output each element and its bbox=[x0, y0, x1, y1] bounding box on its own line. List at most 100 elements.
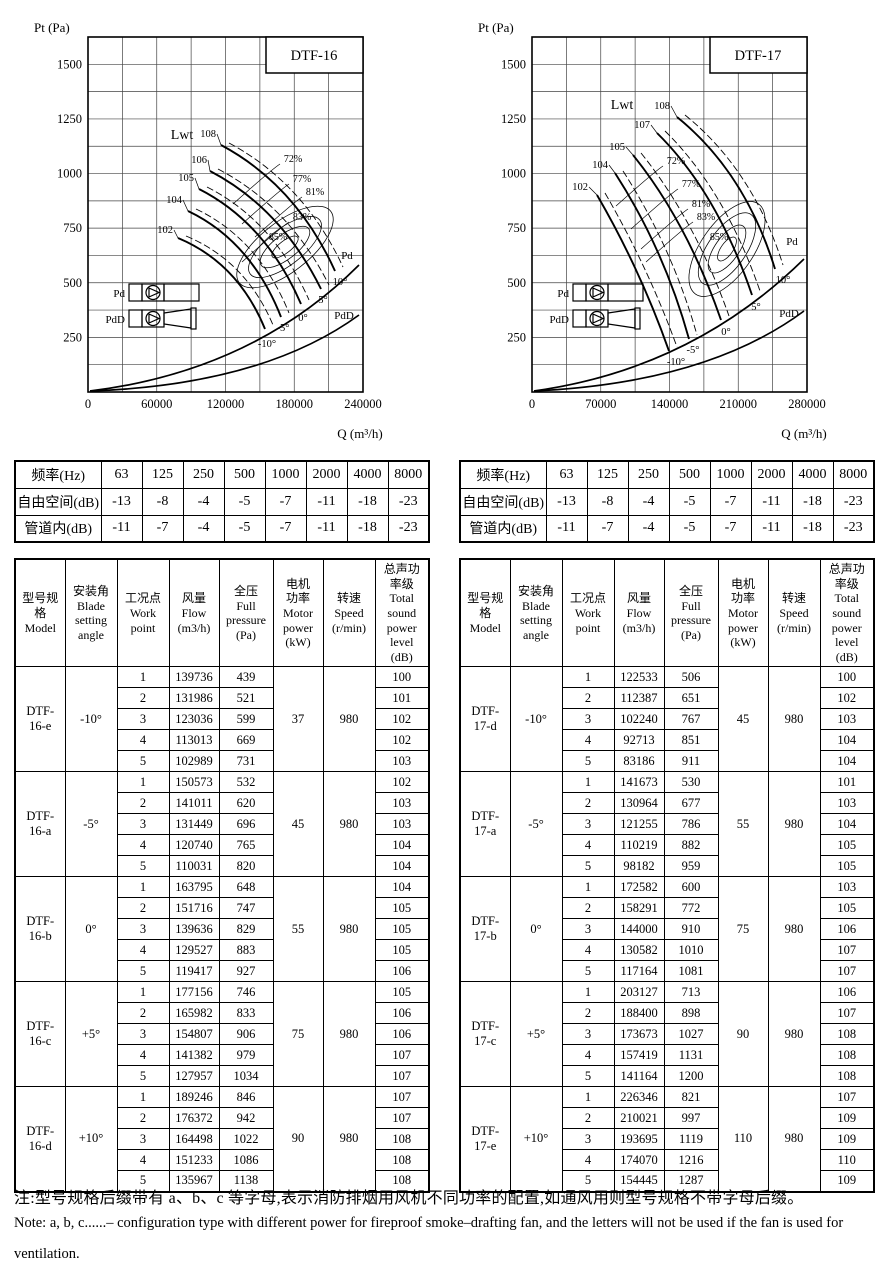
legend-pd-label: Pd bbox=[113, 288, 125, 300]
spec-data-row: 2 112387 651 102 bbox=[460, 687, 875, 710]
pressure-value: 829 bbox=[218, 918, 274, 941]
lwt-label-leader bbox=[182, 199, 189, 212]
fan-curve-chart-dtf-16: DTF-16 Pt (Pa) Q (m³/h) 1500 1250 1000 750 500 2… bbox=[34, 20, 383, 441]
work-point-value: 3 bbox=[561, 1023, 615, 1046]
model-value: DTF- 17-c bbox=[459, 981, 511, 1088]
flow-value: 177156 bbox=[168, 981, 220, 1004]
efficiency-label: 81% bbox=[692, 199, 710, 210]
pressure-value: 1119 bbox=[663, 1128, 719, 1151]
freq-value: 4000 bbox=[346, 460, 389, 489]
blade-angle-curve bbox=[596, 194, 670, 352]
efficiency-contour bbox=[236, 205, 334, 289]
x-tick-label: 210000 bbox=[720, 397, 758, 411]
noise-correction-value: -4 bbox=[182, 514, 225, 543]
work-point-value: 3 bbox=[561, 918, 615, 941]
model-value: DTF- 17-d bbox=[459, 666, 511, 773]
noise-correction-value: -23 bbox=[387, 487, 430, 516]
sound-power-value: 107 bbox=[819, 939, 875, 962]
spec-data-row: 2 131986 521 101 bbox=[15, 687, 430, 710]
pressure-value: 911 bbox=[663, 750, 719, 773]
freq-value: 8000 bbox=[387, 460, 430, 489]
freq-value: 125 bbox=[141, 460, 184, 489]
chart-grid bbox=[531, 36, 808, 393]
y-tick-label: 1500 bbox=[57, 57, 82, 71]
sound-power-value: 108 bbox=[819, 1023, 875, 1046]
noise-row-label: 管道内(dB) bbox=[459, 514, 547, 543]
sound-power-value: 109 bbox=[819, 1128, 875, 1151]
spec-data-row: 4 157419 1131 108 bbox=[460, 1044, 875, 1067]
pd-curve-label: Pd bbox=[786, 236, 798, 248]
model-value: DTF- 17-b bbox=[459, 876, 511, 983]
work-point-value: 1 bbox=[116, 876, 170, 899]
lwt-curve-label: 108 bbox=[200, 129, 216, 140]
blade-angle-label: 10° bbox=[776, 275, 791, 286]
flow-value: 122533 bbox=[613, 666, 665, 689]
freq-value: 500 bbox=[668, 460, 711, 489]
efficiency-leader-curve bbox=[254, 196, 303, 238]
lwt-label-leader bbox=[194, 177, 200, 190]
speed-value: 980 bbox=[322, 666, 376, 773]
freq-value: 4000 bbox=[791, 460, 834, 489]
work-point-value: 3 bbox=[116, 813, 170, 836]
blade-angle-curve bbox=[656, 132, 753, 296]
work-point-header: 工况点 Work point bbox=[116, 558, 170, 668]
pressure-value: 959 bbox=[663, 855, 719, 878]
work-point-value: 2 bbox=[116, 792, 170, 815]
efficiency-label: 85% bbox=[710, 232, 728, 243]
noise-row: 管道内(dB) -11 -7 -4 -5 -7 -11 -18 -23 bbox=[14, 514, 430, 543]
work-point-value: 4 bbox=[561, 729, 615, 752]
plot-frame bbox=[531, 36, 808, 393]
pdd-system-curve bbox=[533, 310, 805, 392]
blade-angle-value: +5° bbox=[509, 981, 563, 1088]
noise-correction-value: -18 bbox=[346, 487, 389, 516]
noise-row: 管道内(dB) -11 -7 -4 -5 -7 -11 -18 -23 bbox=[459, 514, 875, 543]
flow-value: 188400 bbox=[613, 1002, 665, 1025]
work-point-value: 2 bbox=[561, 1107, 615, 1130]
efficiency-label: 83% bbox=[697, 212, 715, 223]
sound-power-value: 104 bbox=[374, 876, 430, 899]
efficiency-contour bbox=[259, 225, 311, 269]
motor-power-value: 90 bbox=[272, 1086, 324, 1193]
spec-data-row: 2 130964 677 103 bbox=[460, 792, 875, 815]
flow-value: 127957 bbox=[168, 1065, 220, 1088]
sound-power-value: 107 bbox=[374, 1065, 430, 1088]
spec-data-row: 2 158291 772 105 bbox=[460, 897, 875, 920]
blade-angle-header: 安装角 Blade setting angle bbox=[509, 558, 563, 668]
note-english-line2: ventilation. bbox=[14, 1246, 80, 1262]
sound-power-value: 102 bbox=[819, 687, 875, 710]
work-point-value: 5 bbox=[116, 855, 170, 878]
pressure-value: 898 bbox=[663, 1002, 719, 1025]
pressure-value: 677 bbox=[663, 792, 719, 815]
sound-power-value: 105 bbox=[374, 918, 430, 941]
work-point-value: 5 bbox=[116, 1065, 170, 1088]
spec-data-row: 3 164498 1022 108 bbox=[15, 1128, 430, 1151]
pressure-value: 439 bbox=[218, 666, 274, 689]
flow-value: 176372 bbox=[168, 1107, 220, 1130]
spec-data-row: 3 123036 599 102 bbox=[15, 708, 430, 731]
spec-data-row: 2 141011 620 103 bbox=[15, 792, 430, 815]
speed-value: 980 bbox=[322, 1086, 376, 1193]
work-point-value: 5 bbox=[561, 1065, 615, 1088]
motor-power-header: 电机 功率 Motor power (kW) bbox=[717, 558, 769, 668]
efficiency-leader-curve bbox=[630, 188, 679, 230]
work-point-value: 4 bbox=[116, 834, 170, 857]
model-value: DTF- 16-b bbox=[14, 876, 66, 983]
noise-correction-value: -11 bbox=[545, 514, 588, 543]
flow-header: 风量 Flow (m3/h) bbox=[168, 558, 220, 668]
flow-value: 83186 bbox=[613, 750, 665, 773]
chart-title-box bbox=[265, 36, 364, 74]
spec-data-row: 2 210021 997 109 bbox=[460, 1107, 875, 1130]
flow-value: 112387 bbox=[613, 687, 665, 710]
spec-table: 型号规格 Model 安装角 Blade setting angle 工况点 Wor… bbox=[14, 558, 430, 1193]
y-tick-label: 1000 bbox=[501, 167, 526, 181]
sound-power-value: 107 bbox=[374, 1086, 430, 1109]
sound-power-value: 104 bbox=[819, 750, 875, 773]
blade-angle-label: 0° bbox=[721, 327, 730, 338]
sound-power-value: 101 bbox=[374, 687, 430, 710]
noise-correction-value: -5 bbox=[668, 487, 711, 516]
pressure-value: 1216 bbox=[663, 1149, 719, 1172]
efficiency-contour bbox=[248, 216, 322, 278]
model-value: DTF- 16-e bbox=[14, 666, 66, 773]
motor-power-value: 45 bbox=[717, 666, 769, 773]
efficiency-label: 83% bbox=[293, 212, 311, 223]
